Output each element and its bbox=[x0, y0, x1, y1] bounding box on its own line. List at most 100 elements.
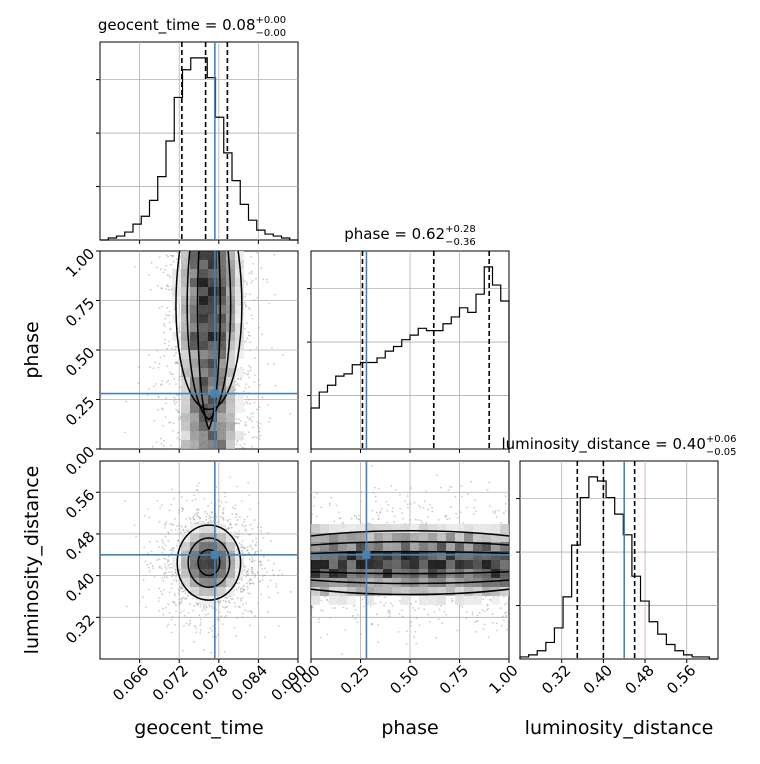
sample-point bbox=[124, 431, 126, 434]
sample-point bbox=[258, 427, 261, 430]
density-cell bbox=[217, 350, 226, 359]
density-cell bbox=[226, 269, 235, 278]
density-cell bbox=[401, 524, 410, 533]
sample-point bbox=[241, 579, 243, 582]
density-cell bbox=[482, 569, 491, 578]
density-cell bbox=[500, 524, 509, 533]
sample-point bbox=[168, 275, 171, 277]
sample-point bbox=[172, 573, 174, 576]
sample-point bbox=[168, 371, 171, 374]
sample-point bbox=[167, 539, 170, 542]
sample-point bbox=[156, 559, 159, 561]
sample-point bbox=[311, 606, 314, 609]
sample-point bbox=[391, 604, 394, 607]
sample-point bbox=[246, 337, 249, 340]
density-cell bbox=[199, 413, 208, 422]
density-cell bbox=[347, 596, 356, 605]
density-cell bbox=[491, 560, 500, 569]
density-cell bbox=[181, 296, 190, 305]
sample-point bbox=[251, 560, 254, 563]
sample-point bbox=[244, 424, 246, 427]
sample-point bbox=[409, 502, 412, 505]
sample-point bbox=[342, 606, 345, 609]
sample-point bbox=[202, 607, 205, 610]
sample-point bbox=[257, 572, 259, 574]
sample-point bbox=[502, 595, 505, 598]
contour-0 bbox=[197, 548, 221, 577]
sample-point bbox=[242, 390, 245, 393]
sample-point bbox=[235, 383, 237, 386]
sample-point bbox=[465, 617, 468, 620]
2d-panel-phase-vs-luminosity_distance bbox=[310, 460, 510, 663]
sample-point bbox=[268, 302, 271, 305]
density-cell bbox=[199, 368, 208, 377]
density-cell bbox=[208, 395, 217, 404]
sample-point bbox=[164, 317, 167, 320]
density-cell bbox=[199, 578, 208, 587]
sample-point bbox=[211, 521, 214, 524]
sample-point bbox=[155, 441, 158, 444]
sample-point bbox=[249, 349, 252, 352]
sample-point bbox=[456, 629, 459, 632]
sample-point bbox=[165, 568, 168, 570]
truth-marker bbox=[210, 550, 219, 559]
density-cell bbox=[181, 395, 190, 404]
density-cell bbox=[217, 560, 226, 569]
density-cell bbox=[226, 260, 235, 269]
sample-point bbox=[165, 606, 167, 609]
sample-point bbox=[388, 615, 391, 618]
sample-point bbox=[322, 610, 324, 612]
sample-point bbox=[197, 489, 199, 492]
sample-point bbox=[234, 512, 237, 515]
sample-point bbox=[247, 373, 250, 376]
density-cell bbox=[190, 278, 199, 287]
density-cell bbox=[199, 305, 208, 314]
sample-point bbox=[242, 525, 245, 528]
sample-point bbox=[261, 579, 264, 581]
sample-point bbox=[168, 310, 171, 313]
sample-point bbox=[192, 609, 195, 612]
sample-point bbox=[218, 499, 221, 502]
sample-point bbox=[326, 633, 329, 636]
sample-point bbox=[241, 597, 244, 599]
sample-point bbox=[315, 492, 318, 495]
sample-point bbox=[266, 281, 269, 283]
sample-point bbox=[471, 611, 474, 614]
sample-point bbox=[152, 367, 155, 370]
sample-point bbox=[163, 440, 165, 442]
sample-point bbox=[170, 587, 173, 590]
sample-point bbox=[334, 607, 337, 609]
sample-point bbox=[245, 572, 247, 575]
sample-point bbox=[505, 602, 508, 605]
sample-point bbox=[312, 505, 315, 508]
sample-point bbox=[237, 537, 239, 540]
density-cell bbox=[199, 269, 208, 278]
sample-point bbox=[236, 440, 239, 443]
density-cell bbox=[446, 542, 455, 551]
density-cell bbox=[428, 560, 437, 569]
sample-point bbox=[247, 568, 250, 571]
density-cell bbox=[199, 287, 208, 296]
sample-point bbox=[495, 516, 498, 518]
x-tick-label: 1.00 bbox=[485, 661, 521, 697]
sample-point bbox=[245, 529, 248, 532]
sample-point bbox=[170, 347, 173, 350]
sample-point bbox=[170, 631, 173, 634]
density-cell bbox=[226, 332, 235, 341]
sample-point bbox=[438, 608, 441, 611]
density-cell bbox=[473, 560, 482, 569]
sample-point bbox=[435, 636, 438, 639]
density-cell bbox=[320, 587, 329, 596]
sample-point bbox=[176, 409, 179, 412]
sample-point bbox=[164, 522, 166, 525]
sample-point bbox=[160, 437, 162, 440]
sample-point bbox=[245, 340, 247, 343]
sample-point bbox=[156, 499, 159, 502]
sample-point bbox=[182, 596, 185, 599]
sample-point bbox=[205, 605, 208, 608]
sample-point bbox=[271, 346, 273, 349]
density-cell bbox=[491, 569, 500, 578]
sample-point bbox=[429, 620, 431, 623]
sample-point bbox=[353, 514, 356, 517]
sample-point bbox=[173, 400, 175, 403]
